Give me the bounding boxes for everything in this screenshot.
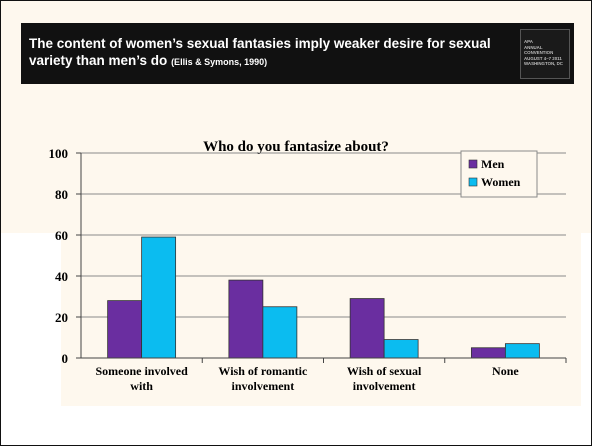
bar-women <box>504 343 540 359</box>
legend-swatch-women <box>468 177 478 187</box>
y-tick-label: 80 <box>55 187 68 202</box>
y-tick-label: 20 <box>55 310 68 325</box>
y-tick-label: 100 <box>49 146 69 161</box>
y-tick-label: 40 <box>55 269 68 284</box>
y-tick-label: 0 <box>62 351 69 366</box>
bar-women <box>141 236 177 359</box>
bar-men <box>349 298 385 359</box>
legend-label-men: Men <box>481 157 505 171</box>
x-tick-label: with <box>130 379 153 393</box>
x-tick-label: involvement <box>353 379 416 393</box>
bar-men <box>228 279 264 359</box>
x-tick-label: involvement <box>232 379 295 393</box>
x-tick-label: None <box>492 364 519 378</box>
x-tick-label: Someone involved <box>95 364 188 378</box>
logo-line: AUGUST 4–7 2011 <box>524 55 562 61</box>
x-tick-label: Wish of romantic <box>218 364 308 378</box>
logo-line: APA <box>524 39 533 44</box>
bar-men <box>470 347 506 359</box>
logo-line: ANNUAL <box>524 44 543 50</box>
slide-title: The content of women’s sexual fantasies … <box>29 35 509 71</box>
legend-label-women: Women <box>481 175 521 189</box>
x-tick-label: Wish of sexual <box>347 364 422 378</box>
citation: (Ellis & Symons, 1990) <box>171 57 268 67</box>
slide-title-text: The content of women’s sexual fantasies … <box>29 36 491 68</box>
legend-swatch-men <box>468 159 478 169</box>
y-tick-label: 60 <box>55 228 68 243</box>
bar-men <box>107 300 143 359</box>
legend-box <box>460 150 538 198</box>
chart-title: Who do you fantasize about? <box>203 139 389 155</box>
bar-women <box>383 339 419 359</box>
bar-women <box>262 306 298 359</box>
logo-line: CONVENTION <box>524 50 554 56</box>
apa-convention-logo: APA ANNUAL CONVENTION AUGUST 4–7 2011 WA… <box>520 29 570 79</box>
title-bar: The content of women’s sexual fantasies … <box>21 23 574 84</box>
logo-line: WASHINGTON, DC <box>524 61 563 67</box>
